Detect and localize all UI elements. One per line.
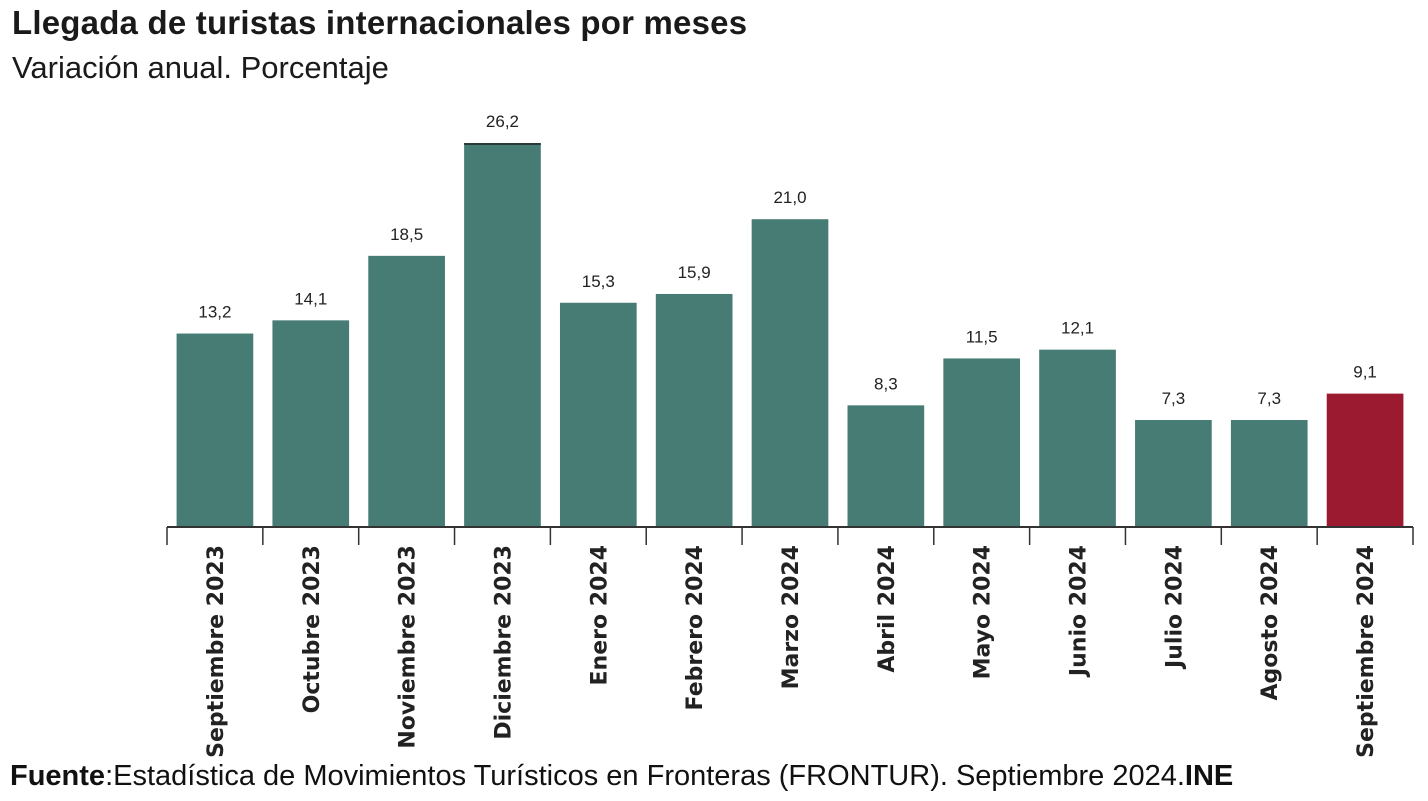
bar xyxy=(176,333,254,527)
data-label: 21,0 xyxy=(773,188,806,207)
x-tick-label: Abril 2024 xyxy=(875,545,900,673)
bar xyxy=(943,358,1021,527)
bar xyxy=(655,293,733,527)
data-label: 13,2 xyxy=(198,303,231,322)
source-note: Fuente:Estadística de Movimientos Turíst… xyxy=(10,760,1233,793)
data-label: 9,1 xyxy=(1353,363,1377,382)
data-label: 7,3 xyxy=(1257,389,1281,408)
bar xyxy=(464,143,541,527)
bar xyxy=(1039,349,1116,527)
source-org: INE xyxy=(1184,760,1234,792)
bar xyxy=(1230,420,1308,527)
x-tick-label: Febrero 2024 xyxy=(683,545,708,710)
x-tick-label: Noviembre 2023 xyxy=(396,545,421,749)
data-label: 7,3 xyxy=(1162,389,1186,408)
data-label: 15,3 xyxy=(582,272,615,291)
x-tick-label: Septiembre 2024 xyxy=(1354,545,1379,758)
data-label: 15,9 xyxy=(678,263,711,282)
bar xyxy=(847,405,925,527)
x-tick-label: Agosto 2024 xyxy=(1258,545,1283,701)
data-label: 18,5 xyxy=(390,225,423,244)
x-tick-label: Junio 2024 xyxy=(1067,545,1092,678)
bar xyxy=(272,320,350,527)
source-text: :Estadística de Movimientos Turísticos e… xyxy=(105,760,1185,792)
x-axis: Septiembre 2023 Octubre 2023 Noviembre 202… xyxy=(166,526,1414,758)
bar xyxy=(368,255,445,527)
data-label: 14,1 xyxy=(294,289,327,308)
x-tick-label: Julio 2024 xyxy=(1162,545,1187,670)
bar xyxy=(1326,393,1404,527)
source-label: Fuente xyxy=(10,760,106,792)
x-tick-label: Marzo 2024 xyxy=(779,545,804,689)
data-label: 26,2 xyxy=(486,112,519,131)
bar-chart: 13,2 14,1 18,5 26,2 15,3 15,9 21,0 8,3 11,5 12,1 7… xyxy=(166,112,1414,758)
data-label: 8,3 xyxy=(874,374,898,393)
x-tick-label: Diciembre 2023 xyxy=(491,545,516,740)
x-tick-label: Enero 2024 xyxy=(587,545,612,685)
x-tick-label: Mayo 2024 xyxy=(971,545,996,679)
bar xyxy=(1135,420,1212,527)
bar xyxy=(751,219,829,527)
x-tick-label: Octubre 2023 xyxy=(300,545,325,713)
chart-subtitle: Variación anual. Porcentaje xyxy=(12,50,389,85)
chart-title: Llegada de turistas internacionales por … xyxy=(12,4,748,41)
data-label: 12,1 xyxy=(1061,319,1094,338)
x-tick-label: Septiembre 2023 xyxy=(204,545,229,758)
data-label: 11,5 xyxy=(966,327,998,346)
bars-group: 13,2 14,1 18,5 26,2 15,3 15,9 21,0 8,3 11,5 12,1 7… xyxy=(176,112,1404,527)
bar xyxy=(559,302,637,527)
